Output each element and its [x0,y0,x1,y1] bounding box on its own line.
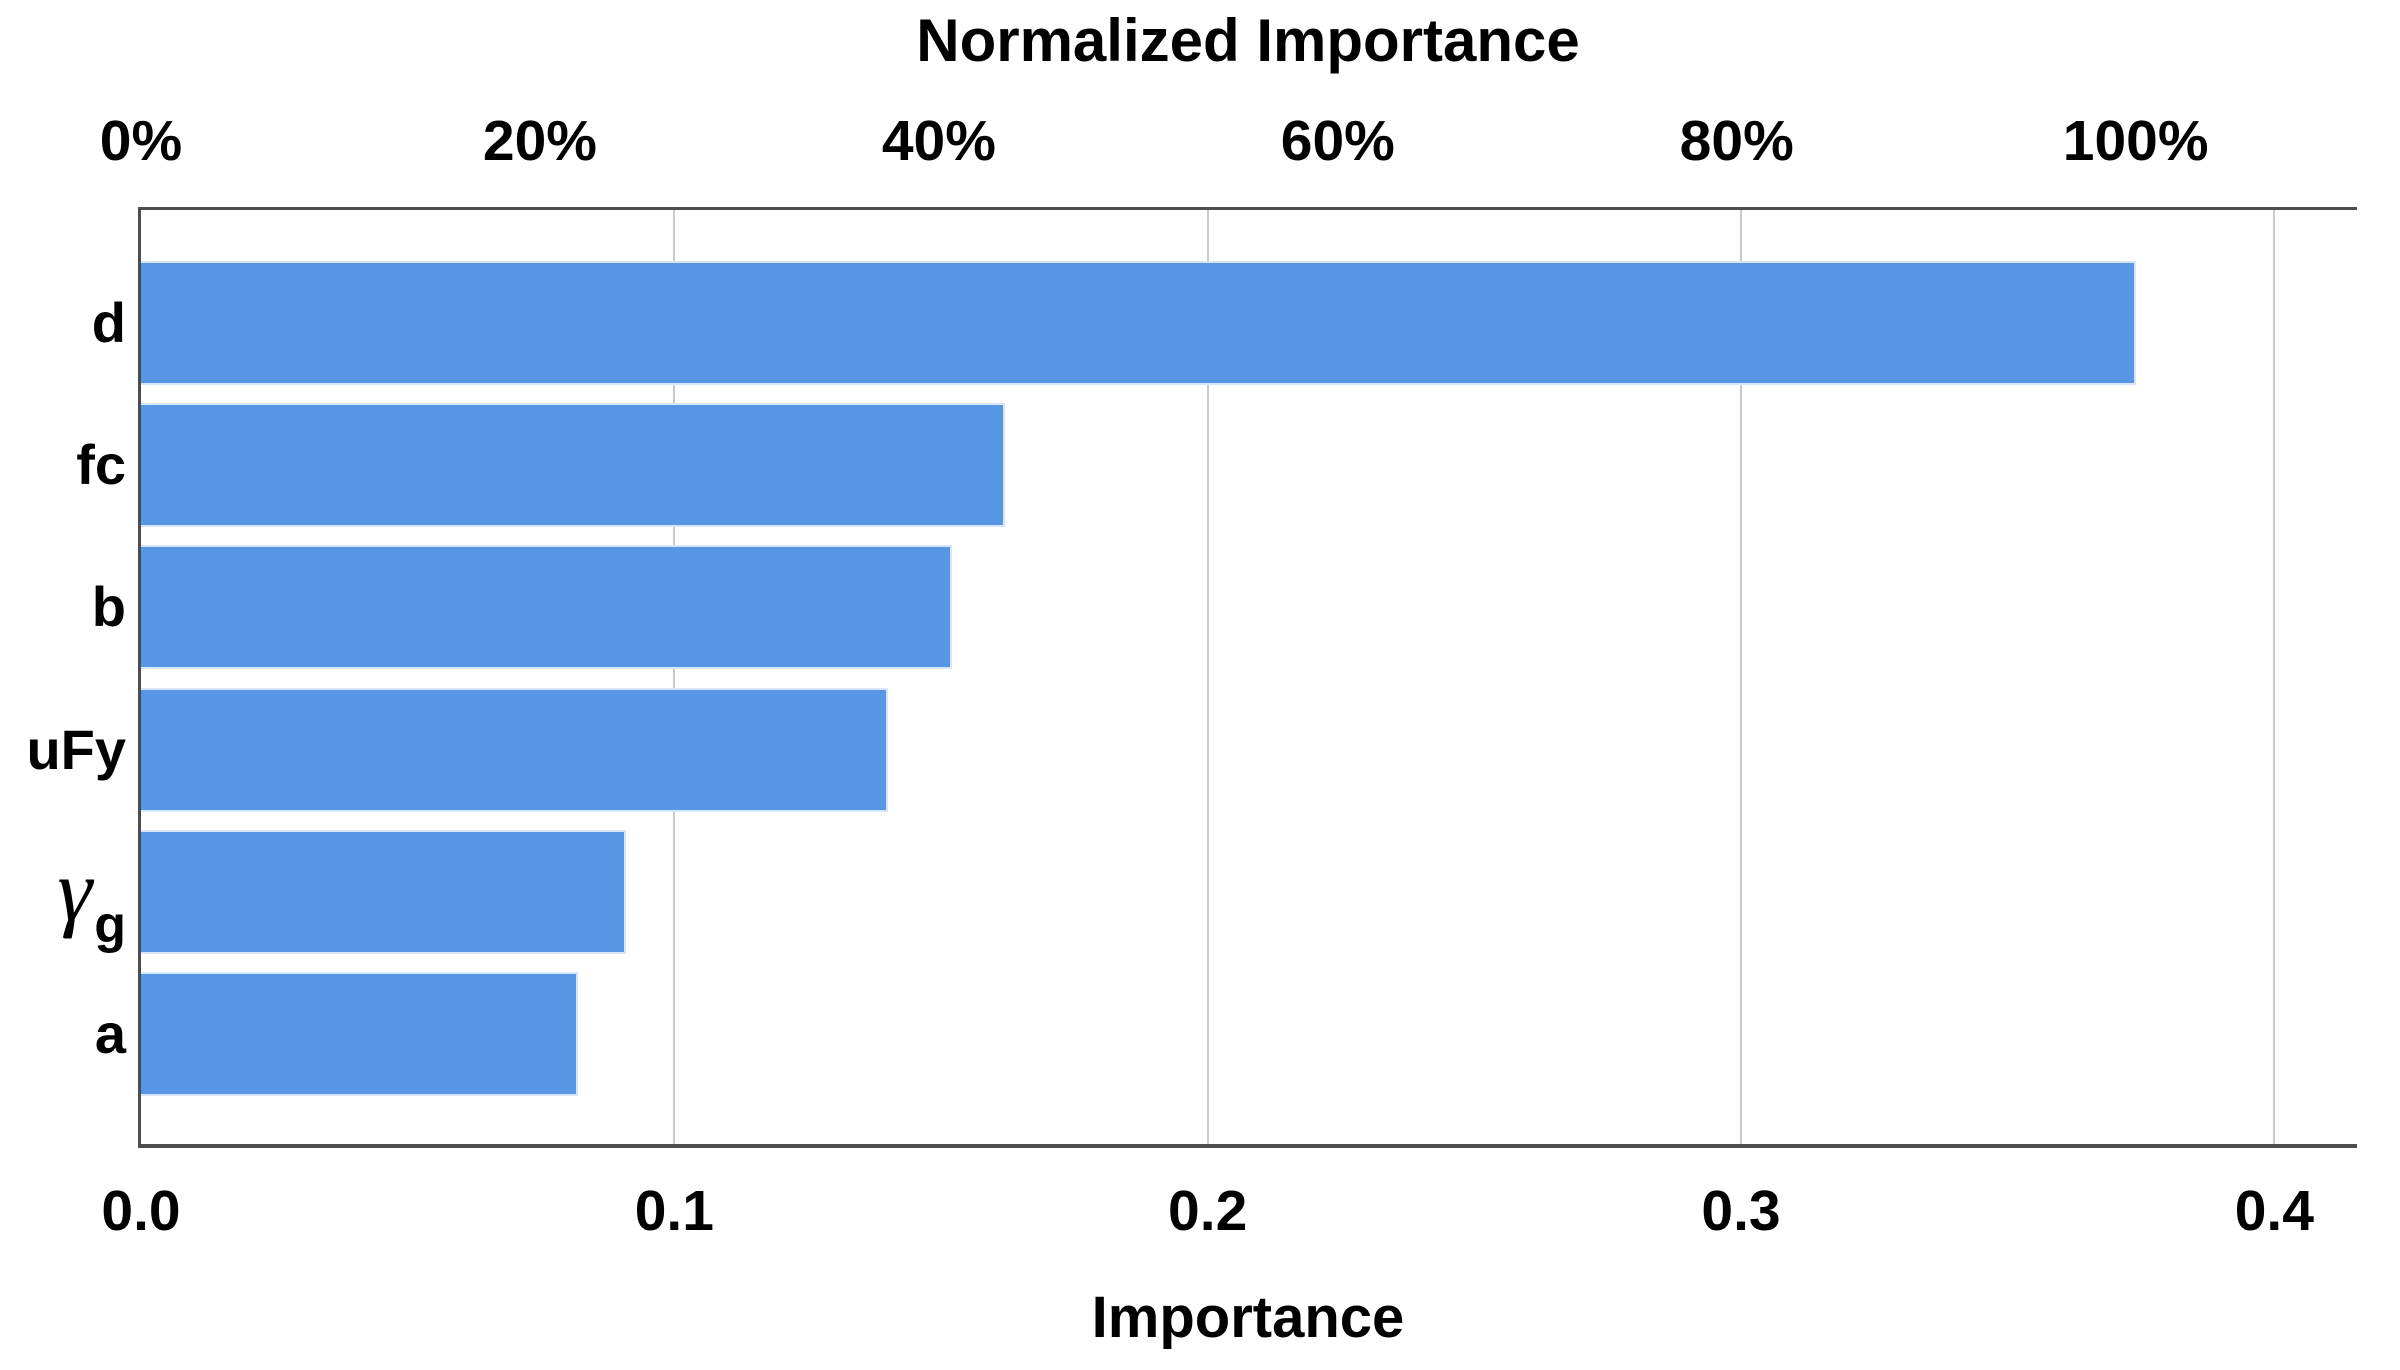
top-axis-tick-20%: 20% [482,109,597,173]
top-axis-tick-40%: 40% [881,109,996,173]
category-label-b: b [91,575,126,638]
gamma-subscript: g [94,896,126,954]
category-label-a: a [94,1002,126,1065]
gridline-0.4 [2273,210,2276,1144]
bottom-axis-tick-0.1: 0.1 [634,1179,714,1243]
top-axis-tick-0%: 0% [99,109,183,173]
category-label-fc: fc [76,433,126,496]
top-axis-tick-60%: 60% [1280,109,1395,173]
bar-b [141,545,952,669]
bottom-axis-tick-0.4: 0.4 [2234,1179,2314,1243]
gridline-0.2 [1206,210,1209,1144]
bar-a [141,972,578,1096]
bar-fc [141,403,1005,527]
bottom-axis-tick-0.0: 0.0 [101,1179,181,1243]
bottom-axis-tick-0.3: 0.3 [1701,1179,1781,1243]
bar-uFy [141,688,888,812]
gridline-0.3 [1740,210,1742,1144]
category-label-γg: γg [0,830,126,987]
gamma-symbol: γ [57,843,93,940]
bottom-axis-tick-0.2: 0.2 [1168,1179,1248,1243]
gridline-0.1 [673,210,676,1144]
category-label-d: d [91,291,126,354]
top-axis-tick-80%: 80% [1679,109,1794,173]
bar-γg [141,830,626,954]
bottom-axis-title: Importance [1091,1285,1405,1350]
top-axis-title: Normalized Importance [916,7,1580,74]
category-label-uFy: uFy [26,718,126,781]
plot-area [138,207,2357,1148]
bar-d [141,261,2136,385]
top-axis-tick-100%: 100% [2062,109,2209,173]
